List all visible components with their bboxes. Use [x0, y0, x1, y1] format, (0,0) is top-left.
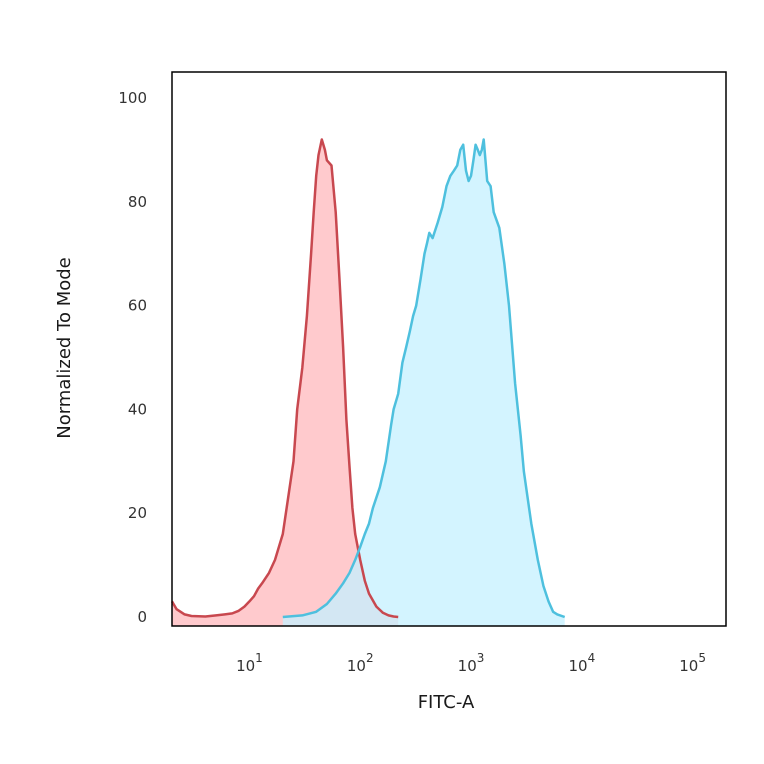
y-tick-label: 80: [128, 193, 147, 211]
x-tick-label: 103: [458, 651, 485, 675]
series-1-area: [172, 139, 399, 626]
y-tick-label: 20: [128, 504, 147, 522]
plot-frame: [171, 71, 727, 627]
x-tick-label: 105: [679, 651, 706, 675]
tick-layer: 0 20 40 60 80 100 101 102 103 104 105: [118, 89, 706, 675]
x-tick-label: 102: [347, 651, 374, 675]
y-tick-label: 100: [118, 89, 147, 107]
y-tick-label: 60: [128, 297, 147, 315]
y-tick-label: 40: [128, 400, 147, 418]
y-axis-label: Normalized To Mode: [54, 257, 75, 439]
series-2-line: [282, 138, 566, 619]
x-tick-label: 101: [236, 651, 263, 675]
series-2-area: [282, 139, 565, 626]
x-axis-label: FITC-A: [418, 692, 475, 713]
series-layer: [170, 138, 566, 626]
y-axis-label-group: Normalized To Mode: [54, 257, 75, 439]
x-tick-label: 104: [568, 651, 595, 675]
y-tick-label: 0: [137, 608, 147, 626]
